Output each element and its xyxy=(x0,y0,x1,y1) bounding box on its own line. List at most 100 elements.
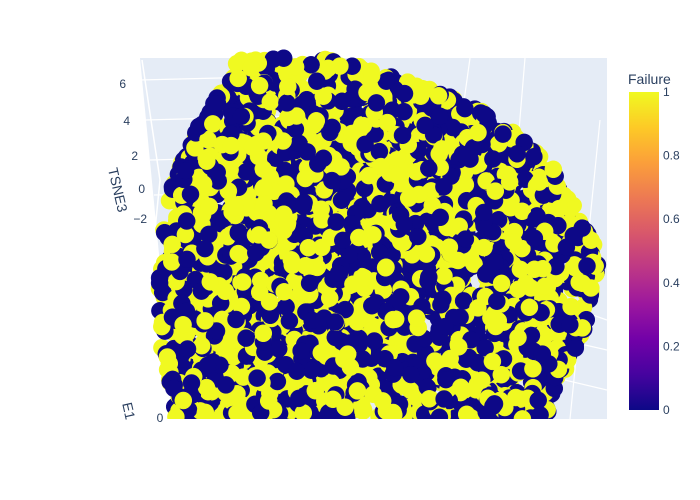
scatter-point xyxy=(395,215,414,234)
scatter-point xyxy=(242,59,260,77)
scatter-point xyxy=(321,123,339,142)
scatter-point xyxy=(299,238,318,257)
scatter-point xyxy=(469,123,487,142)
scatter-point xyxy=(399,189,418,207)
colorbar-gradient xyxy=(629,92,659,410)
scatter-point xyxy=(393,126,412,145)
scatter-point xyxy=(222,136,240,155)
scatter-point xyxy=(260,231,278,249)
scatter-point xyxy=(417,245,436,263)
scatter-point xyxy=(456,230,475,248)
scatter-point xyxy=(411,87,430,105)
scatter-point xyxy=(513,202,531,221)
scatter-point xyxy=(283,256,302,274)
colorbar: Failure 1 0.8 0.6 0.4 0.2 0 xyxy=(628,71,680,417)
scatter-point xyxy=(329,264,348,283)
scatter-point xyxy=(359,166,378,185)
z-axis-title: TSNE3 xyxy=(105,166,131,214)
scatter-point xyxy=(307,112,326,130)
scatter-point xyxy=(520,298,539,317)
scatter-point xyxy=(287,107,306,125)
colorbar-title: Failure xyxy=(628,71,671,87)
scatter-point xyxy=(529,391,547,410)
scatter-point xyxy=(247,244,265,262)
scatter-point xyxy=(255,194,273,213)
scatter-point xyxy=(302,56,320,74)
scatter-point xyxy=(508,145,526,163)
scatter-point xyxy=(377,72,396,90)
scatter-point xyxy=(260,293,279,311)
scatter-point xyxy=(274,132,292,150)
scatter-point xyxy=(431,107,449,125)
scatter-point xyxy=(268,372,287,391)
scatter-point xyxy=(384,310,402,329)
scatter-point xyxy=(429,87,448,105)
z-axis-ticks: 6 4 2 0 −2 xyxy=(119,77,147,226)
scatter-point xyxy=(362,67,381,85)
scatter-point xyxy=(196,239,214,258)
scatter-point xyxy=(341,358,360,376)
scatter-point xyxy=(327,213,345,231)
scatter-point xyxy=(367,94,386,112)
scatter-point xyxy=(550,199,568,218)
scatter-point xyxy=(332,191,351,209)
scatter-point xyxy=(460,348,478,367)
scatter-point xyxy=(286,58,305,76)
scatter-point xyxy=(475,105,494,124)
scatter-point xyxy=(248,369,266,387)
scatter-point xyxy=(475,238,493,257)
scatter-point xyxy=(409,227,427,246)
scatter-point xyxy=(504,232,523,251)
scatter-point xyxy=(416,116,434,135)
scatter-point xyxy=(300,274,319,293)
scatter-point xyxy=(435,390,453,408)
scatter-point xyxy=(426,352,444,370)
scatter-point xyxy=(314,149,333,168)
scatter-point xyxy=(297,90,316,109)
scatter-point xyxy=(500,173,519,191)
x-axis-tick-label: 0 xyxy=(157,411,164,425)
scatter-point xyxy=(531,406,549,419)
scatter-point xyxy=(582,279,600,297)
scatter-point xyxy=(296,169,315,188)
scatter-point xyxy=(420,268,438,286)
scatter-point xyxy=(226,198,245,217)
scatter-point xyxy=(163,253,181,271)
scatter-point xyxy=(435,267,453,285)
scatter-point xyxy=(288,362,306,380)
scatter-point xyxy=(178,340,197,358)
scatter-point xyxy=(336,300,354,319)
scatter-point xyxy=(326,313,344,331)
scatter-point xyxy=(197,378,216,397)
scatter-point xyxy=(525,147,543,166)
scatter-point xyxy=(198,356,217,375)
scatter-point xyxy=(488,292,506,310)
scatter-point xyxy=(229,244,247,263)
scatter-point xyxy=(323,171,341,190)
scatter-point xyxy=(234,273,252,291)
colorbar-tick-label: 0.4 xyxy=(663,276,680,290)
scatter-point xyxy=(227,310,245,329)
scatter-point xyxy=(388,166,407,185)
scatter-point xyxy=(259,392,278,410)
scatter-point xyxy=(355,269,374,287)
scatter-point xyxy=(395,84,414,103)
scatter-point xyxy=(350,228,368,247)
scatter-point xyxy=(363,296,381,315)
scatter-point xyxy=(278,216,296,234)
scatter-point xyxy=(306,381,325,400)
scatter-point xyxy=(292,342,310,360)
scatter-point xyxy=(452,378,470,397)
scatter-point xyxy=(494,125,512,143)
scatter-point xyxy=(449,251,467,270)
scatter-point xyxy=(402,365,420,384)
scatter-point xyxy=(165,379,183,398)
scatter-point xyxy=(290,389,308,408)
scatter-point xyxy=(373,392,392,410)
3d-scene[interactable] xyxy=(139,49,607,428)
scatter-point xyxy=(370,142,389,161)
scatter-point xyxy=(509,328,527,347)
scatter-point xyxy=(492,365,511,384)
scatter-point xyxy=(582,231,600,249)
